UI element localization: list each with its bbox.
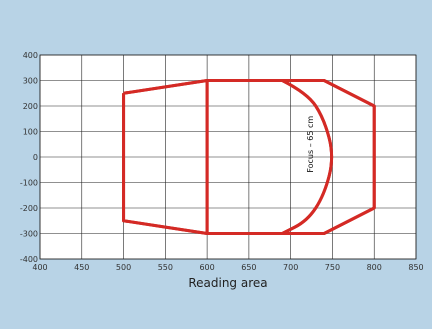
y-tick-label: 100 [23, 128, 38, 137]
x-tick-labels: 400 450 500 550 600 650 700 750 800 850 [32, 263, 423, 272]
x-tick-label: 850 [408, 263, 423, 272]
focus-annotation: Focus – 65 cm [306, 116, 315, 173]
y-tick-label: 400 [23, 51, 38, 60]
plot-frame [39, 54, 417, 260]
x-tick-label: 650 [241, 263, 256, 272]
y-tick-label: -200 [20, 204, 38, 213]
x-tick-label: 500 [116, 263, 131, 272]
y-tick-label: -100 [20, 179, 38, 188]
y-tick-label: 200 [23, 102, 38, 111]
x-axis-label: Reading area [188, 276, 267, 290]
annotations: Focus – 65 cm [306, 116, 315, 173]
x-tick-label: 400 [32, 263, 47, 272]
series-lines [122, 79, 376, 235]
series-focus-arc-line [281, 79, 334, 235]
y-tick-labels: -400 -300 -200 -100 0 100 200 300 400 [20, 51, 38, 264]
x-tick-label: 550 [158, 263, 173, 272]
x-tick-label: 800 [367, 263, 382, 272]
x-tick-label: 450 [74, 263, 89, 272]
y-tick-label: 300 [23, 77, 38, 86]
x-tick-label: 600 [199, 263, 214, 272]
y-tick-label: -400 [20, 255, 38, 264]
x-tick-label: 700 [283, 263, 298, 272]
y-tick-label: 0 [33, 153, 38, 162]
series-outline-line [122, 79, 376, 235]
y-tick-label: -300 [20, 230, 38, 239]
x-tick-label: 750 [325, 263, 340, 272]
